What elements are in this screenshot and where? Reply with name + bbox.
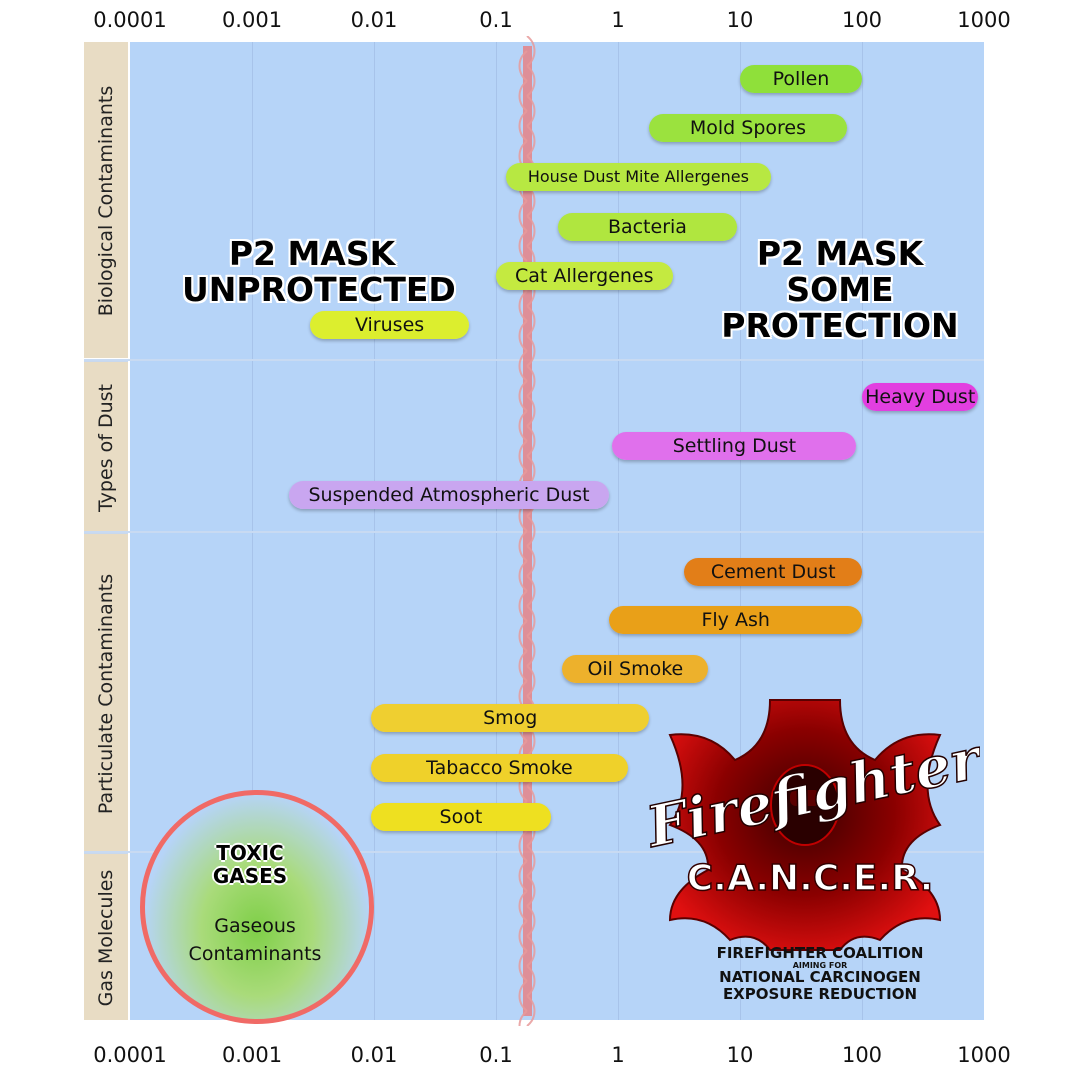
bar-house-dust-mite-allergenes: House Dust Mite Allergenes bbox=[505, 163, 772, 191]
x-tick-label-top: 100 bbox=[841, 8, 883, 32]
logo-acronym-text: C.A.N.C.E.R. bbox=[687, 858, 934, 899]
x-tick-label-top: 0.0001 bbox=[93, 8, 167, 32]
firefighter-cancer-logo: Firefighter C.A.N.C.E.R. bbox=[640, 699, 980, 951]
x-tick-label-bottom: 100 bbox=[841, 1043, 883, 1067]
x-tick-label-bottom: 10 bbox=[726, 1043, 754, 1067]
category-band: Types of Dust bbox=[84, 360, 128, 532]
category-separator bbox=[84, 851, 984, 853]
category-band: Gas Molecules bbox=[84, 852, 128, 1020]
org-line-4: EXPOSURE REDUCTION bbox=[722, 985, 918, 1003]
bar-pollen: Pollen bbox=[740, 65, 862, 93]
gaseous-contaminants-label: Gaseous Contaminants bbox=[188, 915, 322, 965]
p2-mask-threshold-line bbox=[523, 46, 533, 1016]
mask-visor-icon bbox=[790, 790, 820, 806]
x-tick-label-top: 0.1 bbox=[479, 8, 513, 32]
org-line-3: NATIONAL CARCINOGEN bbox=[719, 968, 921, 986]
category-label: Particulate Contaminants bbox=[95, 573, 117, 815]
bar-settling-dust: Settling Dust bbox=[612, 432, 857, 460]
org-line-2: AIMING FOR bbox=[792, 961, 848, 970]
x-tick-label-bottom: 0.0001 bbox=[93, 1043, 167, 1067]
category-separator bbox=[84, 359, 984, 361]
x-tick-label-bottom: 0.1 bbox=[479, 1043, 513, 1067]
toxic-gases-label: TOXIC GASES bbox=[212, 841, 288, 888]
x-tick-label-top: 0.01 bbox=[350, 8, 398, 32]
bar-heavy-dust: Heavy Dust bbox=[862, 383, 979, 411]
x-tick-label-bottom: 0.01 bbox=[350, 1043, 398, 1067]
bar-cement-dust: Cement Dust bbox=[684, 558, 862, 586]
x-tick-label-bottom: 0.001 bbox=[221, 1043, 283, 1067]
bar-soot: Soot bbox=[371, 803, 551, 831]
bar-tabacco-smoke: Tabacco Smoke bbox=[371, 754, 628, 782]
x-tick-label-top: 10 bbox=[726, 8, 754, 32]
category-label: Types of Dust bbox=[95, 384, 117, 512]
bar-viruses: Viruses bbox=[310, 311, 469, 339]
category-band: Biological Contaminants bbox=[84, 42, 128, 358]
org-line-1: FIREFIGHTER COALITION bbox=[716, 944, 924, 962]
x-tick-label-bottom: 1 bbox=[611, 1043, 625, 1067]
bar-bacteria: Bacteria bbox=[557, 213, 738, 241]
category-label: Biological Contaminants bbox=[95, 85, 117, 317]
category-band: Particulate Contaminants bbox=[84, 532, 128, 852]
x-tick-label-top: 1000 bbox=[957, 8, 1011, 32]
gas-molecules-circle bbox=[140, 790, 374, 1024]
some-protection-label: P2 MASK SOME PROTECTION bbox=[721, 234, 959, 345]
unprotected-label: P2 MASK UNPROTECTED bbox=[182, 234, 456, 309]
x-tick-label-top: 0.001 bbox=[221, 8, 283, 32]
x-tick-label-bottom: 1000 bbox=[957, 1043, 1011, 1067]
category-label: Gas Molecules bbox=[95, 869, 117, 1007]
bar-fly-ash: Fly Ash bbox=[609, 606, 862, 634]
bar-cat-allergenes: Cat Allergenes bbox=[496, 262, 673, 290]
bar-mold-spores: Mold Spores bbox=[649, 114, 847, 142]
x-tick-label-top: 1 bbox=[611, 8, 625, 32]
bar-oil-smoke: Oil Smoke bbox=[562, 655, 709, 683]
bar-smog: Smog bbox=[371, 704, 650, 732]
bar-suspended-atmospheric-dust: Suspended Atmospheric Dust bbox=[288, 481, 610, 509]
